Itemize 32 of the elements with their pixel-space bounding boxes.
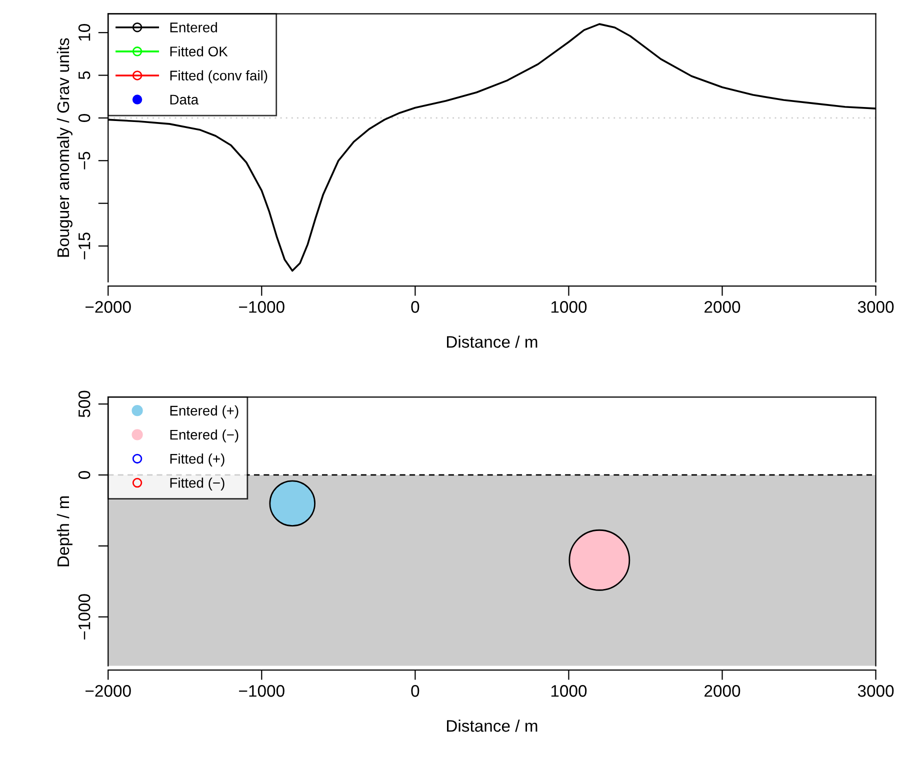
y-tick-label: 500: [78, 390, 90, 418]
x-tick-label: −1000: [239, 301, 284, 313]
x-tick-label: −2000: [86, 301, 131, 313]
y-axis-title: Depth / m: [56, 496, 72, 566]
x-tick-label: 2000: [704, 301, 740, 313]
y-tick-label: 5: [78, 71, 90, 80]
y-tick-label: 0: [78, 470, 90, 479]
x-tick-label: 3000: [858, 301, 894, 313]
x-tick-label: 0: [411, 685, 420, 697]
legend-label: Fitted (conv fail): [170, 70, 268, 84]
x-tick-label: 2000: [704, 685, 740, 697]
y-tick-label: 0: [78, 114, 90, 122]
x-axis-title: Distance / m: [447, 336, 538, 348]
y-tick-label: −15: [78, 232, 90, 260]
legend-label: Fitted OK: [170, 46, 228, 56]
x-axis-title: Distance / m: [447, 720, 538, 732]
x-tick-label: −1000: [239, 685, 284, 697]
x-tick-label: 1000: [551, 685, 587, 697]
y-axis-title: Bouguer anomaly / Grav units: [56, 38, 72, 257]
legend-label: Fitted (+): [170, 454, 224, 466]
y-tick-label: −5: [78, 152, 90, 170]
y-tick-label: 10: [78, 24, 90, 41]
x-tick-label: 3000: [858, 685, 894, 697]
legend-label: Fitted (−): [170, 478, 224, 491]
x-tick-label: 0: [411, 301, 420, 313]
legend-label: Entered: [170, 22, 217, 32]
x-tick-label: 1000: [551, 301, 587, 313]
legend-label: Entered (−): [170, 429, 238, 442]
x-tick-label: −2000: [86, 685, 131, 697]
legend-label: Data: [170, 94, 199, 105]
y-tick-label: −1000: [78, 594, 90, 640]
legend-label: Entered (+): [170, 405, 238, 418]
